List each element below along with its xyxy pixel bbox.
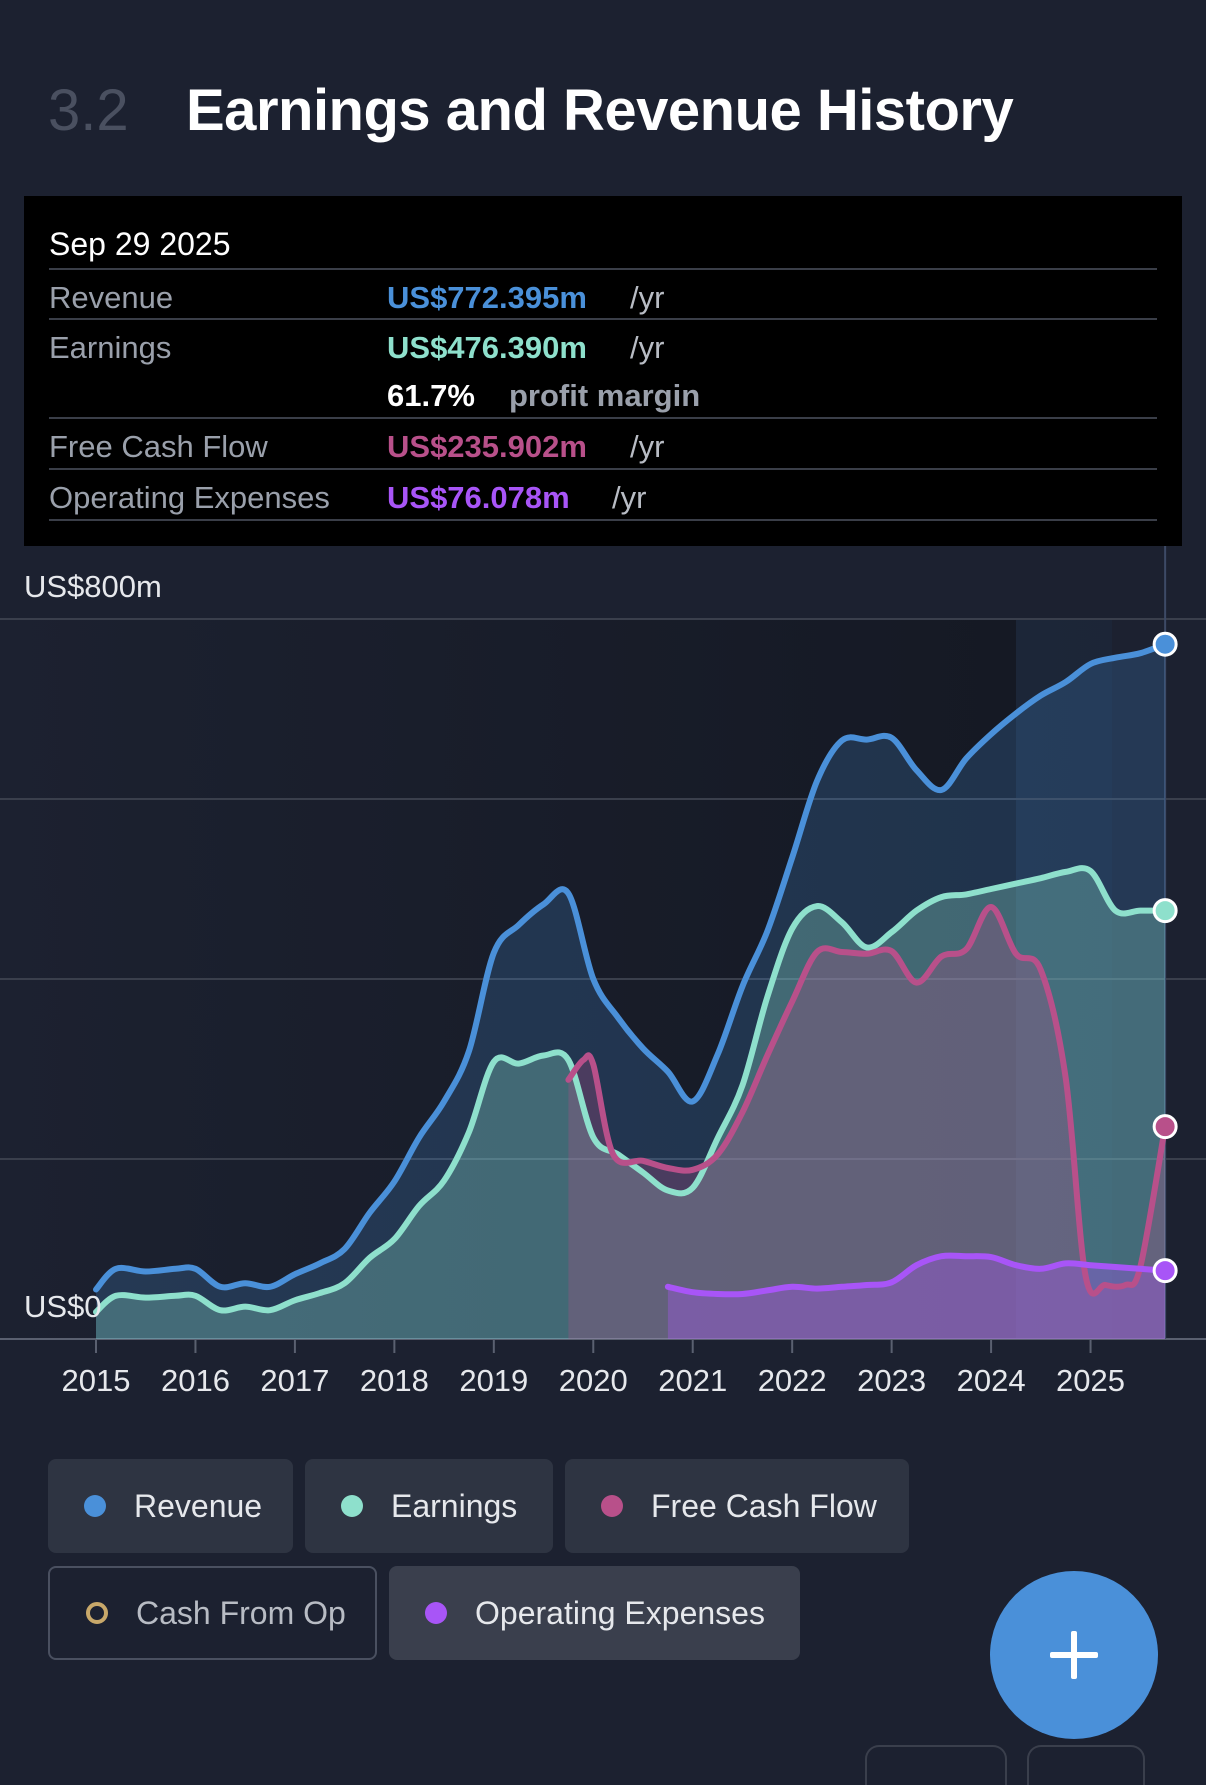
legend-operating-expenses[interactable]: Operating Expenses xyxy=(389,1566,800,1660)
legend-cash-from-op[interactable]: Cash From Op xyxy=(48,1566,377,1660)
operating-expenses-end-point xyxy=(1152,1258,1178,1284)
x-tick-label: 2021 xyxy=(658,1363,727,1398)
cash-from-op-ring-icon xyxy=(86,1602,108,1624)
legend-free-cash-flow[interactable]: Free Cash Flow xyxy=(565,1459,909,1553)
tooltip-value-fcf: US$235.902m xyxy=(387,429,587,464)
tooltip-profit-margin-label: profit margin xyxy=(509,378,701,413)
x-tick-label: 2019 xyxy=(459,1363,528,1398)
legend-label: Operating Expenses xyxy=(475,1594,765,1631)
x-tick-label: 2022 xyxy=(758,1363,827,1398)
tooltip-label-earnings: Earnings xyxy=(49,330,172,365)
revenue-line xyxy=(93,641,1169,1293)
operating-expenses-line xyxy=(664,1252,1169,1298)
y-axis-top-label: US$800m xyxy=(24,569,162,604)
revenue-end-point xyxy=(1152,631,1178,657)
section-number: 3.2 xyxy=(48,77,129,143)
free-cash-flow-line xyxy=(565,904,1169,1297)
bottom-nav-button[interactable] xyxy=(865,1745,1007,1785)
y-axis-bottom-label: US$0 xyxy=(24,1289,102,1324)
legend-label: Earnings xyxy=(391,1487,518,1524)
earnings-end-point xyxy=(1152,898,1178,924)
x-tick-label: 2018 xyxy=(360,1363,429,1398)
legend-label: Cash From Op xyxy=(136,1594,346,1631)
tooltip-unit-opex: /yr xyxy=(612,480,647,515)
x-tick-label: 2015 xyxy=(62,1363,131,1398)
x-tick-label: 2024 xyxy=(957,1363,1026,1398)
legend-label: Revenue xyxy=(134,1487,263,1524)
tooltip-label-opex: Operating Expenses xyxy=(49,480,330,515)
tooltip-profit-margin-value: 61.7% xyxy=(387,378,475,413)
x-tick-label: 2016 xyxy=(161,1363,230,1398)
bottom-nav-button[interactable] xyxy=(1027,1745,1145,1785)
free-cash-flow-area xyxy=(568,906,1166,1339)
legend-revenue[interactable]: Revenue xyxy=(48,1459,293,1553)
x-tick-label: 2017 xyxy=(260,1363,329,1398)
operating-expenses-area xyxy=(667,1255,1166,1339)
page-title: Earnings and Revenue History xyxy=(186,77,1014,143)
tooltip-divider xyxy=(49,519,1157,521)
revenue-dot-icon xyxy=(84,1495,106,1517)
tooltip-divider xyxy=(49,318,1157,320)
tooltip-unit-revenue: /yr xyxy=(630,280,665,315)
add-button[interactable] xyxy=(990,1571,1158,1739)
earnings-dot-icon xyxy=(341,1495,363,1517)
tooltip-divider xyxy=(49,468,1157,470)
free-cash-flow-end-point xyxy=(1152,1114,1178,1140)
earnings-area xyxy=(96,868,1166,1339)
x-tick-label: 2025 xyxy=(1056,1363,1125,1398)
x-tick-label: 2023 xyxy=(857,1363,926,1398)
tooltip-value-opex: US$76.078m xyxy=(387,480,570,515)
tooltip-label-revenue: Revenue xyxy=(49,280,174,315)
tooltip-unit-earnings: /yr xyxy=(630,330,665,365)
revenue-area xyxy=(96,644,1166,1339)
tooltip-label-fcf: Free Cash Flow xyxy=(49,429,268,464)
x-tick-label: 2020 xyxy=(559,1363,628,1398)
tooltip-date: Sep 29 2025 xyxy=(49,226,231,262)
tooltip-value-revenue: US$772.395m xyxy=(387,280,587,315)
opex-dot-icon xyxy=(425,1602,447,1624)
plus-icon xyxy=(1050,1631,1098,1679)
legend-label: Free Cash Flow xyxy=(651,1487,877,1524)
earnings-revenue-chart[interactable]: 2015 2016 2017 2018 2019 2020 2021 2022 2023 2024… xyxy=(0,546,1206,1416)
legend-earnings[interactable]: Earnings xyxy=(305,1459,553,1553)
tooltip-unit-fcf: /yr xyxy=(630,429,665,464)
tooltip-divider xyxy=(49,417,1157,419)
tooltip-divider xyxy=(49,268,1157,270)
fcf-dot-icon xyxy=(601,1495,623,1517)
tooltip-value-earnings: US$476.390m xyxy=(387,330,587,365)
chart-tooltip: Sep 29 2025 Revenue US$772.395m /yr Earn… xyxy=(24,196,1182,546)
section-header: 3.2 Earnings and Revenue History xyxy=(48,70,1014,150)
